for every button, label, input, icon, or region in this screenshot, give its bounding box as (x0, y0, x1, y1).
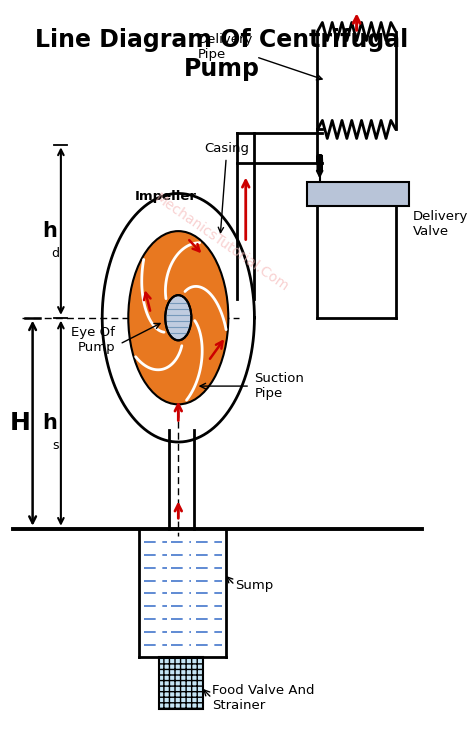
Text: Impeller: Impeller (134, 190, 196, 203)
Bar (159, 657, 203, 709)
Text: Line Diagram Of Centrifugal
Pump: Line Diagram Of Centrifugal Pump (35, 28, 409, 82)
Text: Casing: Casing (204, 142, 249, 233)
Text: h: h (42, 221, 57, 241)
Text: Suction
Pipe: Suction Pipe (255, 372, 304, 400)
Bar (307, 182, 409, 206)
Text: H: H (10, 411, 31, 435)
Circle shape (128, 231, 228, 404)
Ellipse shape (102, 194, 255, 442)
Circle shape (165, 295, 191, 340)
Text: Delivery
Pipe: Delivery Pipe (198, 33, 322, 80)
Text: Food Valve And
Strainer: Food Valve And Strainer (212, 684, 314, 712)
Text: Sump: Sump (235, 578, 273, 592)
Text: d: d (52, 247, 60, 260)
Text: h: h (42, 414, 57, 433)
Text: Eye Of
Pump: Eye Of Pump (72, 327, 115, 355)
Text: s: s (53, 439, 59, 452)
Text: Delivery
Valve: Delivery Valve (413, 210, 469, 238)
Text: MechanicsTutorial.Com: MechanicsTutorial.Com (152, 191, 292, 294)
